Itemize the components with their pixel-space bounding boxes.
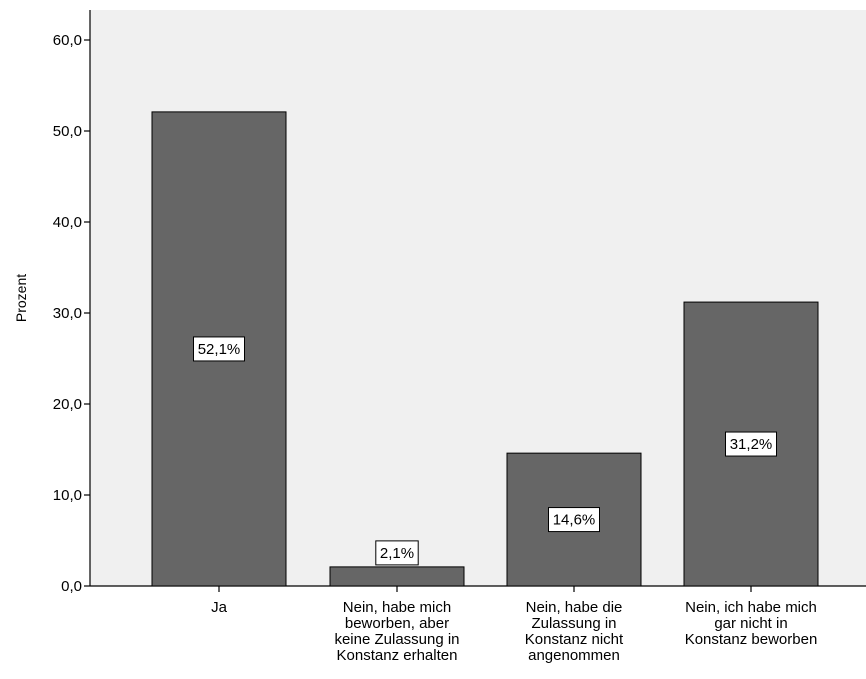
data-label-text: 2,1% xyxy=(380,545,414,562)
y-tick-label: 40,0 xyxy=(53,214,82,231)
data-label: 14,6% xyxy=(548,507,600,533)
data-label-text: 31,2% xyxy=(730,436,773,453)
y-tick-label: 20,0 xyxy=(53,396,82,413)
data-label-text: 52,1% xyxy=(198,341,241,358)
y-tick-label: 30,0 xyxy=(53,305,82,322)
y-tick-label: 50,0 xyxy=(53,123,82,140)
data-label-box xyxy=(725,431,777,457)
data-label-text: 14,6% xyxy=(553,512,596,529)
y-tick-label: 10,0 xyxy=(53,487,82,504)
y-tick-label: 0,0 xyxy=(61,578,82,595)
data-label-box xyxy=(375,540,419,566)
data-label: 2,1% xyxy=(375,540,419,566)
x-axis: Ja Nein, habe mich beworben, aber keine Zul… xyxy=(90,585,866,664)
data-label: 52,1% xyxy=(193,336,245,362)
y-axis: 0,0 10,0 20,0 30,0 40,0 50,0 60,0 xyxy=(53,10,91,595)
y-axis-label: Prozent xyxy=(13,274,29,322)
bar xyxy=(329,566,465,587)
data-labels: 52,1% 2,1% 14,6% 31,2% xyxy=(193,336,777,566)
data-label: 31,2% xyxy=(725,431,777,457)
y-tick-label: 60,0 xyxy=(53,32,82,49)
x-category-label: Nein, habe mich beworben, aber keine Zulas… xyxy=(334,599,459,664)
x-category-label: Nein, ich habe mich gar nicht in Konstanz … xyxy=(685,599,818,648)
x-category-label: Ja xyxy=(211,599,228,616)
data-label-box xyxy=(193,336,245,362)
x-category-label: Nein, habe die Zulassung in Konstanz nicht… xyxy=(525,599,624,664)
data-label-box xyxy=(548,507,600,533)
